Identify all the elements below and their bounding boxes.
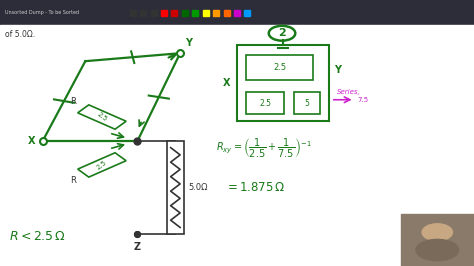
FancyBboxPatch shape [246, 92, 284, 114]
FancyBboxPatch shape [237, 45, 329, 121]
Text: $R< 2.5\,\Omega$: $R< 2.5\,\Omega$ [9, 230, 66, 243]
FancyBboxPatch shape [78, 105, 126, 129]
Text: 2.5: 2.5 [259, 99, 272, 107]
Bar [401, 214, 474, 266]
Text: 5: 5 [304, 99, 310, 107]
FancyBboxPatch shape [294, 92, 320, 114]
FancyBboxPatch shape [167, 141, 184, 234]
Ellipse shape [416, 239, 458, 261]
Text: Unsorted Dump - To be Sorted: Unsorted Dump - To be Sorted [5, 10, 79, 15]
Bar [0, 0, 474, 25]
Text: $= 1.875\,\Omega$: $= 1.875\,\Omega$ [225, 181, 285, 194]
Text: X: X [28, 136, 36, 146]
Circle shape [422, 224, 452, 241]
Text: Series,: Series, [337, 89, 360, 95]
Text: R: R [71, 97, 76, 106]
Text: 2.5: 2.5 [273, 63, 286, 72]
Text: Z: Z [134, 242, 141, 252]
Text: Y: Y [185, 38, 192, 48]
Text: $R_{xy} = \left(\dfrac{1}{2.5} + \dfrac{1}{7.5}\right)^{-1}$: $R_{xy} = \left(\dfrac{1}{2.5} + \dfrac{… [216, 138, 311, 160]
Text: X: X [222, 78, 230, 88]
Text: 2: 2 [278, 28, 286, 38]
FancyBboxPatch shape [78, 153, 126, 177]
Text: R: R [71, 176, 76, 185]
Text: 2.5: 2.5 [96, 111, 108, 123]
Text: of 5.0Ω.: of 5.0Ω. [5, 30, 35, 39]
Text: Y: Y [334, 65, 341, 75]
FancyBboxPatch shape [246, 55, 313, 80]
Text: 7.5: 7.5 [357, 97, 368, 103]
Text: 5.0Ω: 5.0Ω [189, 183, 208, 192]
Text: 2.5: 2.5 [96, 159, 108, 171]
